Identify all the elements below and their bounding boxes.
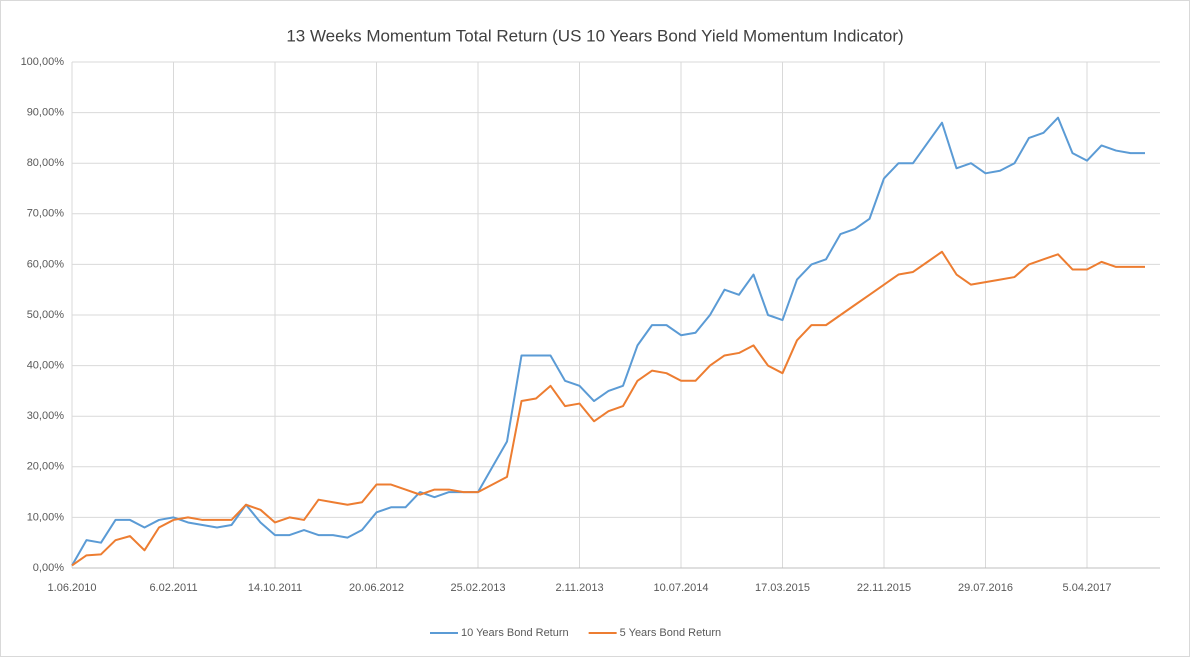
- x-tick-label: 29.07.2016: [958, 582, 1013, 594]
- y-tick-label: 20,00%: [27, 461, 65, 473]
- y-tick-label: 80,00%: [27, 157, 65, 169]
- legend-label: 10 Years Bond Return: [461, 627, 569, 639]
- x-tick-label: 1.06.2010: [48, 582, 97, 594]
- series-line: [71, 250, 1145, 567]
- y-tick-label: 50,00%: [27, 309, 65, 321]
- y-tick-label: 0,00%: [33, 562, 64, 574]
- chart-title: 13 Weeks Momentum Total Return (US 10 Ye…: [286, 26, 903, 45]
- y-tick-label: 40,00%: [27, 360, 65, 372]
- x-tick-label: 6.02.2011: [149, 582, 197, 594]
- x-tick-label: 10.07.2014: [653, 582, 708, 594]
- x-tick-label: 17.03.2015: [755, 582, 810, 594]
- x-tick-label: 22.11.2015: [857, 582, 911, 594]
- x-tick-label: 2.11.2013: [555, 582, 603, 594]
- x-tick-label: 5.04.2017: [1063, 582, 1112, 594]
- series-line: [71, 116, 1145, 566]
- y-tick-label: 10,00%: [27, 511, 65, 523]
- y-tick-label: 30,00%: [27, 410, 65, 422]
- y-tick-label: 100,00%: [21, 56, 65, 68]
- y-tick-label: 90,00%: [27, 107, 65, 119]
- y-tick-label: 60,00%: [27, 258, 65, 270]
- x-tick-label: 20.06.2012: [349, 582, 404, 594]
- legend-label: 5 Years Bond Return: [620, 627, 722, 639]
- x-tick-label: 14.10.2011: [248, 582, 302, 594]
- x-tick-label: 25.02.2013: [450, 582, 505, 594]
- y-tick-label: 70,00%: [27, 208, 65, 220]
